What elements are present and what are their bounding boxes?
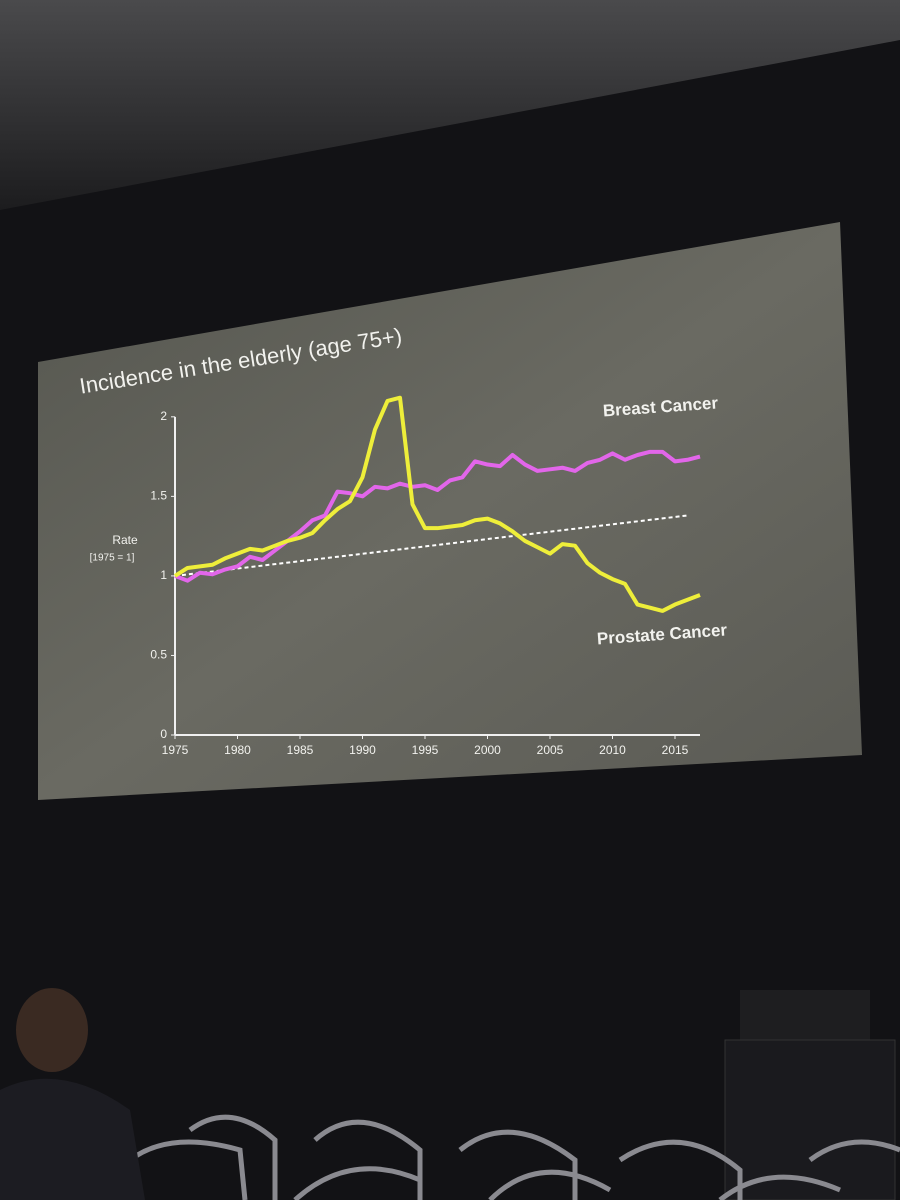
person-head <box>16 988 88 1072</box>
reference-line <box>174 514 688 577</box>
x-tick-label: 2010 <box>599 743 626 757</box>
x-tick-label: 2000 <box>474 743 501 757</box>
y-tick-label: 0.5 <box>150 648 167 662</box>
speaker-cabinet <box>724 1039 896 1200</box>
projection-screen <box>38 222 862 800</box>
x-tick-label: 1985 <box>287 743 314 757</box>
x-tick-label: 2005 <box>537 743 564 757</box>
y-axis-note: [1975 = 1] <box>90 553 135 564</box>
chairs <box>0 1114 900 1200</box>
person-body <box>0 1078 145 1200</box>
x-tick-label: 1980 <box>224 743 251 757</box>
y-tick-label: 1 <box>160 568 167 582</box>
x-tick-label: 1975 <box>162 743 189 757</box>
x-tick-label: 1995 <box>412 743 439 757</box>
y-tick-label: 0 <box>160 727 167 741</box>
y-axis-label: Rate <box>112 533 138 547</box>
x-tick-label: 1990 <box>349 743 376 757</box>
series-line <box>174 449 701 583</box>
y-tick-label: 1.5 <box>150 489 167 503</box>
series-line <box>173 395 701 613</box>
x-tick-label: 2015 <box>662 743 689 757</box>
y-tick-label: 2 <box>160 409 167 423</box>
speaker <box>740 990 870 1040</box>
